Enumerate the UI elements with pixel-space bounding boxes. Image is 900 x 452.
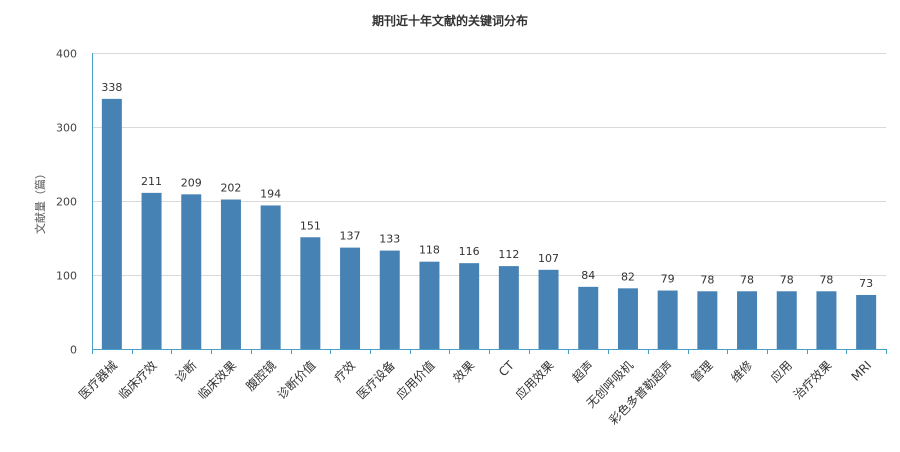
bar[interactable] [220,199,241,349]
data-label: 209 [181,176,202,189]
bars [101,98,877,349]
x-tick-label: CT [496,358,517,379]
data-label: 73 [859,277,873,290]
x-tick-label: 医疗设备 [354,358,398,402]
x-tick-label: 管理 [688,358,716,386]
bar[interactable] [697,291,718,349]
bar[interactable] [300,237,321,349]
bar[interactable] [419,261,440,349]
x-tick-label: 应用效果 [512,358,557,403]
data-label: 78 [740,273,754,286]
y-tick-label: 100 [56,270,77,283]
bar[interactable] [538,269,559,349]
bar[interactable] [379,250,400,349]
bar[interactable] [101,98,122,349]
data-label: 118 [419,244,440,257]
data-label: 151 [300,219,321,232]
bar[interactable] [617,288,638,349]
x-tick-label: 应用 [767,358,795,386]
bar[interactable] [340,247,361,349]
y-axis-label: 文献量（篇） [33,168,47,234]
data-label: 133 [379,233,400,246]
bar[interactable] [498,266,519,349]
data-label: 82 [621,270,635,283]
chart-title: 期刊近十年文献的关键词分布 [372,13,528,28]
bar[interactable] [776,291,797,349]
data-label: 78 [700,273,714,286]
data-label: 107 [538,252,559,265]
bar[interactable] [657,290,678,349]
data-label: 112 [498,248,519,261]
x-tick-label: 治疗效果 [790,358,835,403]
x-axis-ticks: 医疗器械临床疗效 诊断临床效果 腹腔镜诊断价值 疗效医疗设备应用价值 效果 CT应用效果超… [75,349,887,428]
x-tick-label: 效果 [450,358,478,386]
x-tick-label: 医疗器械 [75,358,120,403]
data-label: 116 [459,245,480,258]
bar[interactable] [578,286,599,349]
bar[interactable] [141,192,162,349]
x-tick-label: 临床疗效 [115,358,160,403]
y-tick-label: 200 [56,196,77,209]
y-tick-label: 300 [56,122,77,135]
x-tick-label: 应用价值 [393,358,438,403]
x-tick-label: 诊断价值 [274,358,319,403]
x-tick-label: 腹腔镜 [243,358,279,394]
data-label: 194 [260,187,281,200]
bar[interactable] [459,263,480,349]
x-tick-label: 诊断 [172,358,200,386]
data-label: 202 [220,182,241,195]
data-label: 84 [581,269,595,282]
data-label: 338 [101,81,122,94]
x-tick-label: 超声 [569,358,597,386]
x-tick-label: 疗效 [331,358,359,386]
y-tick-label: 400 [56,48,77,61]
gridlines [92,53,886,276]
x-tick-label: 临床效果 [195,358,240,403]
bar[interactable] [816,291,837,349]
x-tick-label: 维修 [728,358,756,386]
data-label: 78 [780,273,794,286]
data-label: 211 [141,175,162,188]
bar[interactable] [856,294,877,349]
x-tick-label: MRI [849,358,875,384]
y-axis-ticks: 0 100 200 300 400 [56,48,77,357]
data-labels: 338 211 209 202 194 151 137 133 118 116 112 107 84 82… [101,81,873,290]
bar[interactable] [260,205,281,349]
data-label: 78 [819,273,833,286]
bar[interactable] [737,291,758,349]
y-tick-label: 0 [70,344,77,357]
bar[interactable] [181,194,202,349]
data-label: 137 [340,230,361,243]
data-label: 79 [661,273,675,286]
